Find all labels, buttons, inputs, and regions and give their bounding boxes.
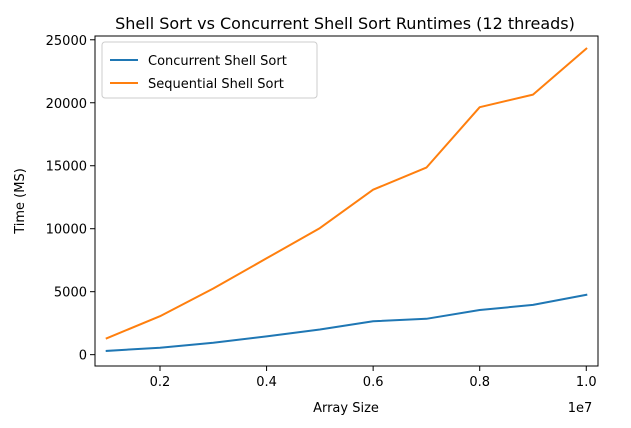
y-tick-label: 20000 <box>46 97 87 112</box>
chart-title: Shell Sort vs Concurrent Shell Sort Runt… <box>115 14 575 33</box>
legend: Concurrent Shell Sort Sequential Shell So… <box>101 41 318 99</box>
y-tick-label: 25000 <box>46 34 87 49</box>
y-axis-ticks: 0 5000 10000 15000 20000 25000 <box>46 34 95 364</box>
series-line-concurrent <box>105 293 588 352</box>
y-tick-label: 10000 <box>46 223 87 238</box>
x-tick-label: 0.6 <box>363 375 384 390</box>
legend-entry-label: Sequential Shell Sort <box>148 77 284 92</box>
legend-box <box>101 41 318 99</box>
x-tick-label: 1.0 <box>576 375 597 390</box>
x-tick-label: 0.4 <box>256 375 277 390</box>
x-axis-ticks: 0.2 0.4 0.6 0.8 1.0 <box>150 366 597 390</box>
x-tick-label: 0.2 <box>150 375 171 390</box>
y-tick-label: 5000 <box>54 286 87 301</box>
x-axis-label: Array Size <box>313 401 379 416</box>
x-tick-label: 0.8 <box>469 375 490 390</box>
y-tick-label: 15000 <box>46 160 87 175</box>
series-line-sequential <box>105 47 588 340</box>
x-axis-offset-label: 1e7 <box>568 401 593 416</box>
plot-area-frame <box>94 35 599 367</box>
y-tick-label: 0 <box>79 349 87 364</box>
legend-entry-label: Concurrent Shell Sort <box>148 54 287 69</box>
y-axis-label: Time (MS) <box>13 168 28 235</box>
series-lines <box>105 47 588 352</box>
